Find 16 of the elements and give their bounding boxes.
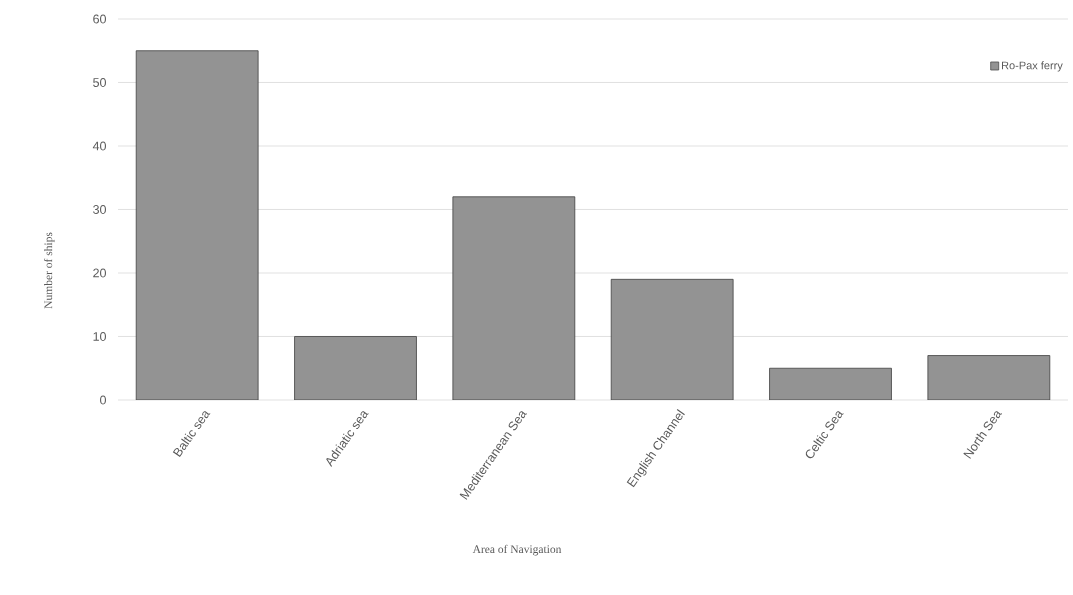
bar [769,368,892,400]
y-tick-label: 10 [93,332,106,341]
y-tick-label: 30 [93,205,106,214]
y-tick-label: 60 [93,14,106,24]
x-axis-title: Area of Navigation [472,544,562,556]
y-tick-label: 50 [93,78,106,87]
bar [135,50,259,400]
bar [452,196,576,400]
y-axis-title: Number of ships [43,232,55,309]
bar [927,355,1051,400]
bar [294,336,417,400]
legend-label: Ro-Pax ferry [1002,61,1063,72]
y-tick-label: 0 [100,395,107,405]
y-tick-label: 40 [92,141,106,151]
y-tick-label: 20 [93,268,106,278]
bar [610,278,734,400]
